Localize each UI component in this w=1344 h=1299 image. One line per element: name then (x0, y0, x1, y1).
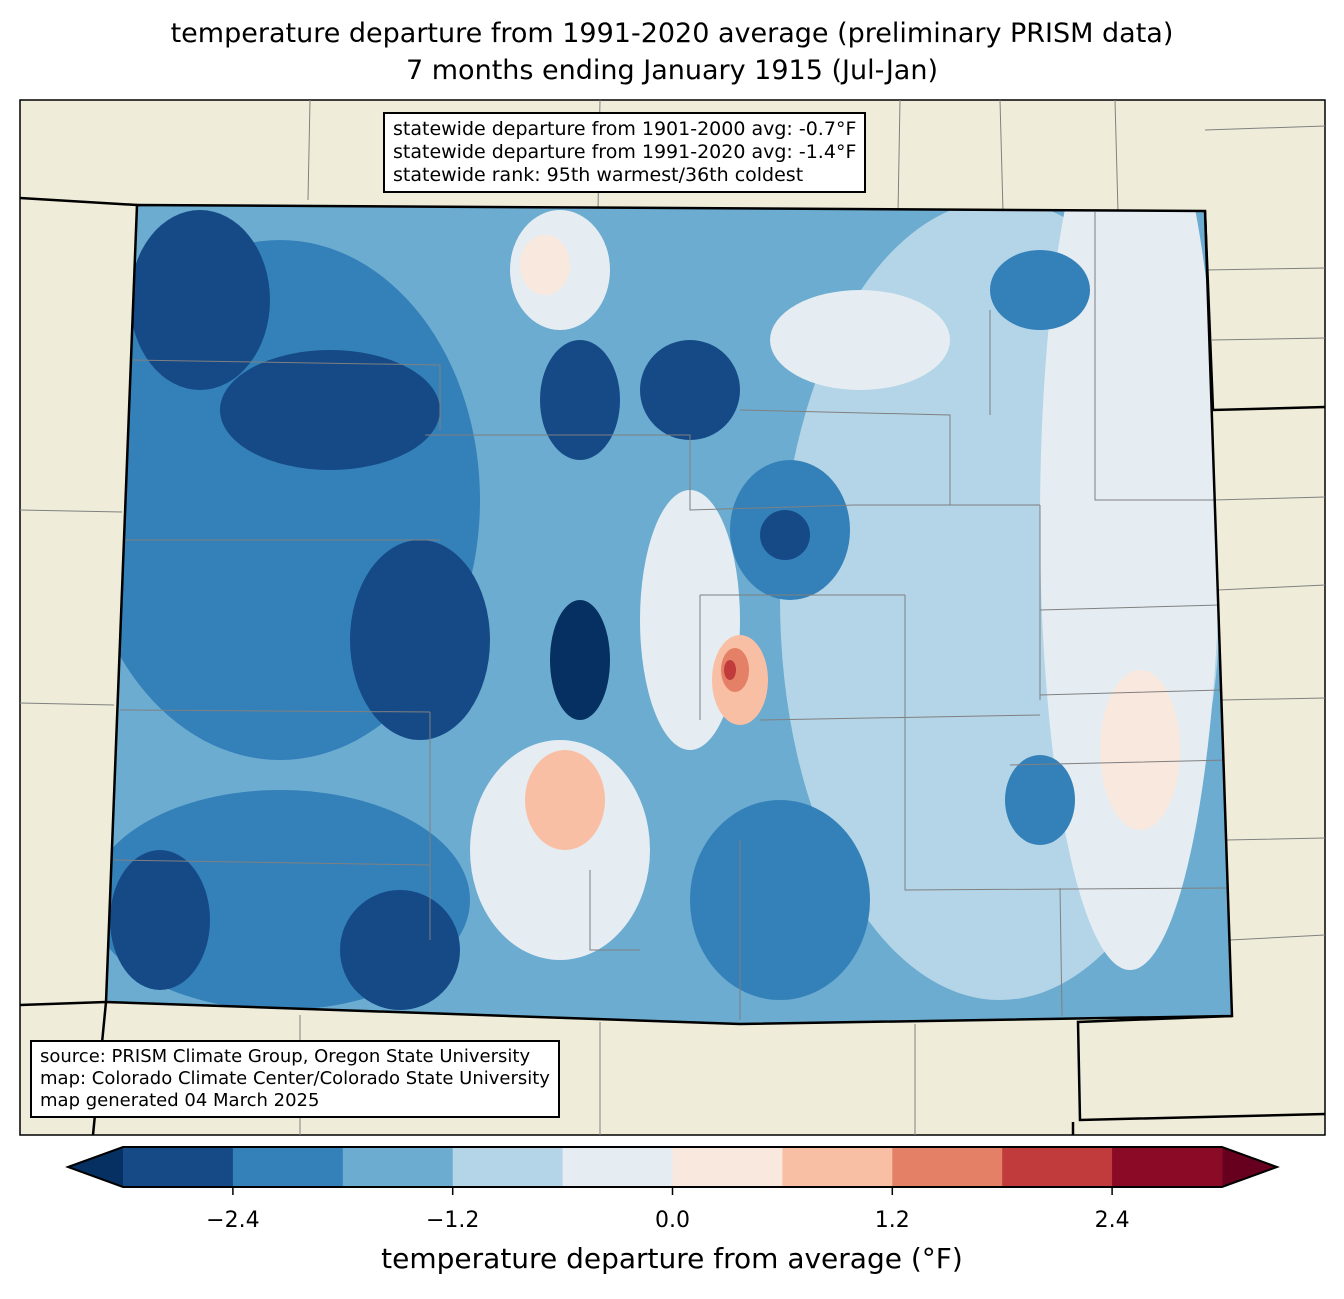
map-title-line2: 7 months ending January 1915 (Jul-Jan) (406, 55, 938, 86)
colorbar-tick-label: 0.0 (655, 1208, 690, 1233)
colorbar-tick-label: 1.2 (874, 1208, 910, 1233)
stats-line: statewide departure from 1991-2020 avg: … (393, 141, 857, 163)
source-line: source: PRISM Climate Group, Oregon Stat… (40, 1046, 531, 1067)
statewide-stats-box: statewide departure from 1901-2000 avg: … (383, 112, 867, 193)
colorbar-extend-high (1222, 1147, 1277, 1187)
colorbar-segment (782, 1147, 893, 1187)
colorbar-tick-label: −2.4 (206, 1208, 260, 1233)
map-title-line1: temperature departure from 1991-2020 ave… (170, 18, 1174, 49)
source-line: map generated 04 March 2025 (40, 1090, 320, 1111)
stats-line: statewide departure from 1901-2000 avg: … (393, 118, 857, 140)
colorbar-extend-low (68, 1147, 123, 1187)
colorbar-segment (232, 1147, 344, 1187)
colorbar-segment (452, 1147, 564, 1187)
stats-line: statewide rank: 95th warmest/36th coldes… (393, 164, 804, 186)
colorbar-segment (672, 1147, 783, 1187)
colorbar (65, 1146, 1280, 1195)
colorbar-segment (562, 1147, 673, 1187)
colorbar-tick-label: 2.4 (1094, 1208, 1130, 1233)
colorbar-segment (892, 1147, 1003, 1187)
colorbar-tick-label: −1.2 (425, 1208, 480, 1233)
neighbor-county-lines (19, 99, 1326, 1135)
colorbar-segment (1002, 1147, 1113, 1187)
state-borders (19, 196, 1326, 1136)
colorado-border (104, 203, 1234, 1026)
colorbar-outline (65, 1146, 1280, 1188)
source-box: source: PRISM Climate Group, Oregon Stat… (30, 1040, 560, 1118)
county-lines (113, 212, 1231, 1020)
colorbar-segment (342, 1147, 454, 1187)
colorbar-segment (123, 1147, 234, 1187)
source-line: map: Colorado Climate Center/Colorado St… (40, 1068, 550, 1089)
colorbar-segment (1112, 1147, 1223, 1187)
temperature-field (106, 205, 1232, 1024)
colorbar-label: temperature departure from average (°F) (381, 1242, 963, 1275)
